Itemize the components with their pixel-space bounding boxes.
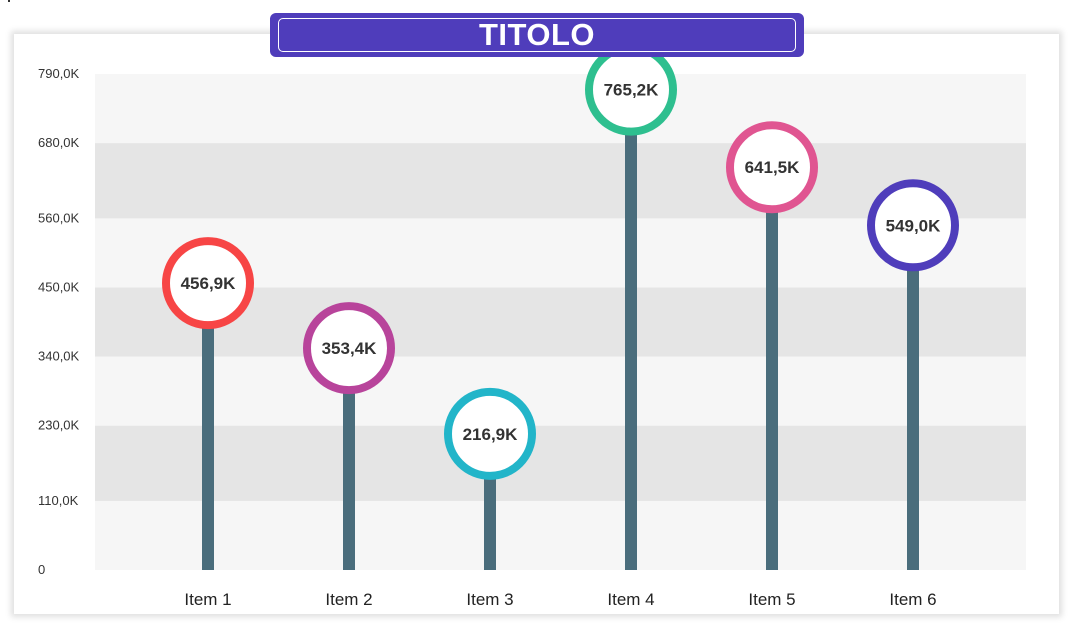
lollipop-stem (907, 225, 919, 570)
y-tick-label: 340,0K (38, 349, 80, 364)
data-label: 765,2K (604, 81, 660, 100)
y-tick-label: 0 (38, 562, 45, 577)
lollipop-stem (202, 283, 214, 570)
corner-dot (8, 0, 10, 2)
x-category-label: Item 4 (607, 590, 654, 609)
grid-band (95, 425, 1026, 501)
x-category-label: Item 1 (184, 590, 231, 609)
data-label: 353,4K (322, 339, 378, 358)
x-category-label: Item 6 (889, 590, 936, 609)
y-tick-label: 560,0K (38, 210, 80, 225)
chart-title: TITOLO (278, 17, 796, 52)
lollipop-marker (726, 121, 818, 214)
grid-band (95, 143, 1026, 219)
y-tick-label: 680,0K (38, 135, 80, 150)
lollipop-stem (766, 167, 778, 570)
data-label: 456,9K (181, 274, 237, 293)
x-category-label: Item 2 (325, 590, 372, 609)
y-tick-label: 790,0K (38, 66, 80, 81)
grid-band (95, 500, 1026, 570)
lollipop-marker (867, 179, 959, 272)
grid-band (95, 74, 1026, 144)
data-label: 549,0K (886, 216, 942, 235)
lollipop-marker (303, 302, 395, 395)
grid-band (95, 356, 1026, 426)
y-tick-label: 110,0K (38, 493, 79, 508)
x-category-label: Item 3 (466, 590, 513, 609)
title-banner: TITOLO (270, 13, 804, 57)
lollipop-stem (625, 89, 637, 571)
data-label: 216,9K (463, 425, 519, 444)
lollipop-stem (343, 348, 355, 570)
y-tick-label: 230,0K (38, 418, 80, 433)
lollipop-marker (162, 237, 254, 330)
y-tick-label: 450,0K (38, 279, 80, 294)
x-category-label: Item 5 (748, 590, 795, 609)
data-label: 641,5K (745, 158, 801, 177)
lollipop-marker (444, 387, 536, 480)
